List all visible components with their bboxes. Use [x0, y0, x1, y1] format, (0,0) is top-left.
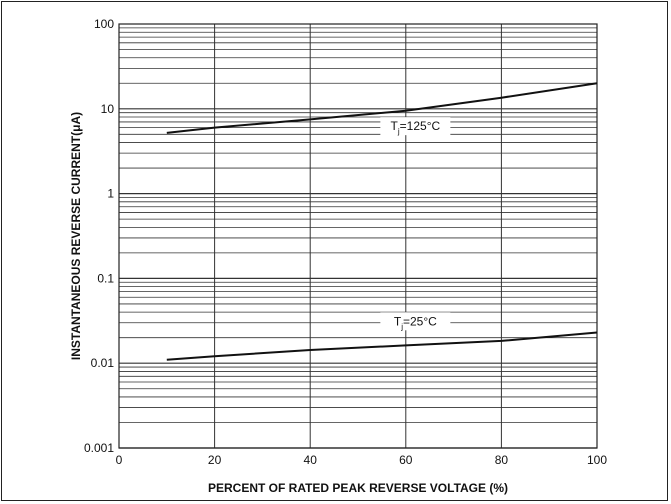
x-tick-label: 0 — [116, 453, 123, 467]
annotation-tj-125c: Tj=125°C — [391, 119, 441, 136]
y-tick-label: 100 — [94, 17, 114, 31]
y-tick-label: 0.1 — [97, 271, 114, 285]
annotation-prefix: T — [391, 119, 399, 133]
y-tick-label: 1 — [107, 187, 114, 201]
y-tick-label: 0.001 — [84, 441, 114, 455]
annotation-subscript: j — [397, 127, 400, 136]
x-tick-label: 20 — [208, 453, 222, 467]
x-tick-label: 100 — [587, 453, 607, 467]
x-tick-label: 80 — [495, 453, 509, 467]
x-tick-label: 60 — [399, 453, 413, 467]
series-line-25c — [166, 331, 598, 361]
annotation-subscript: j — [400, 322, 403, 331]
y-tick-label: 10 — [101, 102, 115, 116]
tick-labels: 0 20 40 60 80 100 0.001 0.01 0.1 1 10 100 — [84, 17, 607, 467]
annotation-bg-25c — [380, 312, 451, 331]
grid-lines — [118, 24, 598, 449]
annotation-suffix: =25°C — [403, 314, 437, 328]
x-tick-label: 40 — [304, 453, 318, 467]
x-axis-label: PERCENT OF RATED PEAK REVERSE VOLTAGE (%… — [208, 481, 508, 495]
y-tick-label: 0.01 — [91, 356, 115, 370]
annotations: Tj=125°C Tj=25°C — [380, 117, 451, 331]
series-lines — [166, 82, 598, 361]
annotation-prefix: T — [394, 314, 402, 328]
annotation-tj-25c: Tj=25°C — [394, 314, 437, 331]
series-line-125c — [166, 82, 598, 134]
annotation-bg-125c — [380, 117, 451, 136]
annotation-suffix: =125°C — [400, 119, 441, 133]
plot-area — [118, 23, 598, 449]
y-axis-label: INSTANTANEOUS REVERSE CURRENT(μA) — [69, 112, 83, 360]
